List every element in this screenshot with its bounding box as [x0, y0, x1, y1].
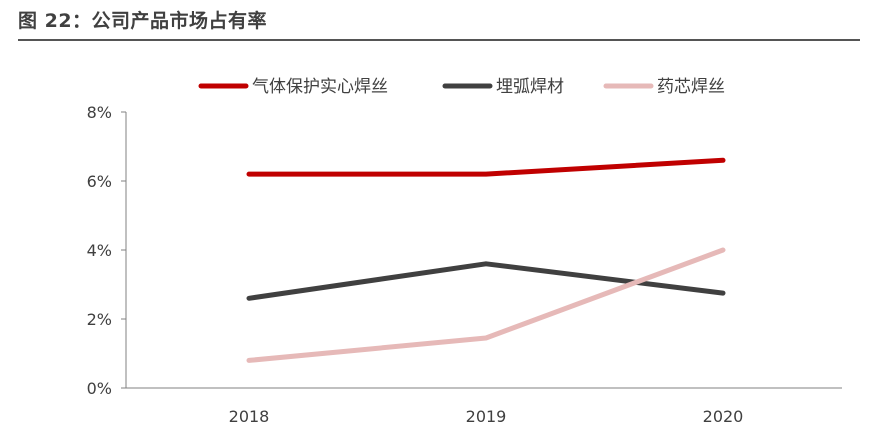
x-tick-label: 2020 [703, 407, 744, 426]
x-axis: 2018 2019 2020 [126, 387, 842, 426]
y-axis: 0% 2% 4% 6% 8% [87, 103, 127, 398]
series-line [246, 157, 726, 177]
legend: 气体保护实心焊丝 埋弧焊材 药芯焊丝 [198, 77, 725, 97]
x-tick-label: 2019 [466, 407, 507, 426]
series-line [246, 247, 726, 363]
legend-label: 药芯焊丝 [657, 77, 725, 97]
y-tick-label: 2% [87, 310, 112, 329]
y-tick-label: 4% [87, 241, 112, 260]
legend-label: 埋弧焊材 [496, 77, 564, 97]
figure-title: 图 22：公司产品市场占有率 [18, 10, 268, 32]
y-tick-label: 8% [87, 103, 112, 122]
y-tick-label: 6% [87, 172, 112, 191]
series-line [246, 261, 726, 301]
x-tick-label: 2018 [229, 407, 270, 426]
title-divider [18, 39, 860, 41]
y-tick-label: 0% [87, 379, 112, 398]
legend-label: 气体保护实心焊丝 [252, 77, 388, 97]
series-lines [246, 157, 726, 363]
